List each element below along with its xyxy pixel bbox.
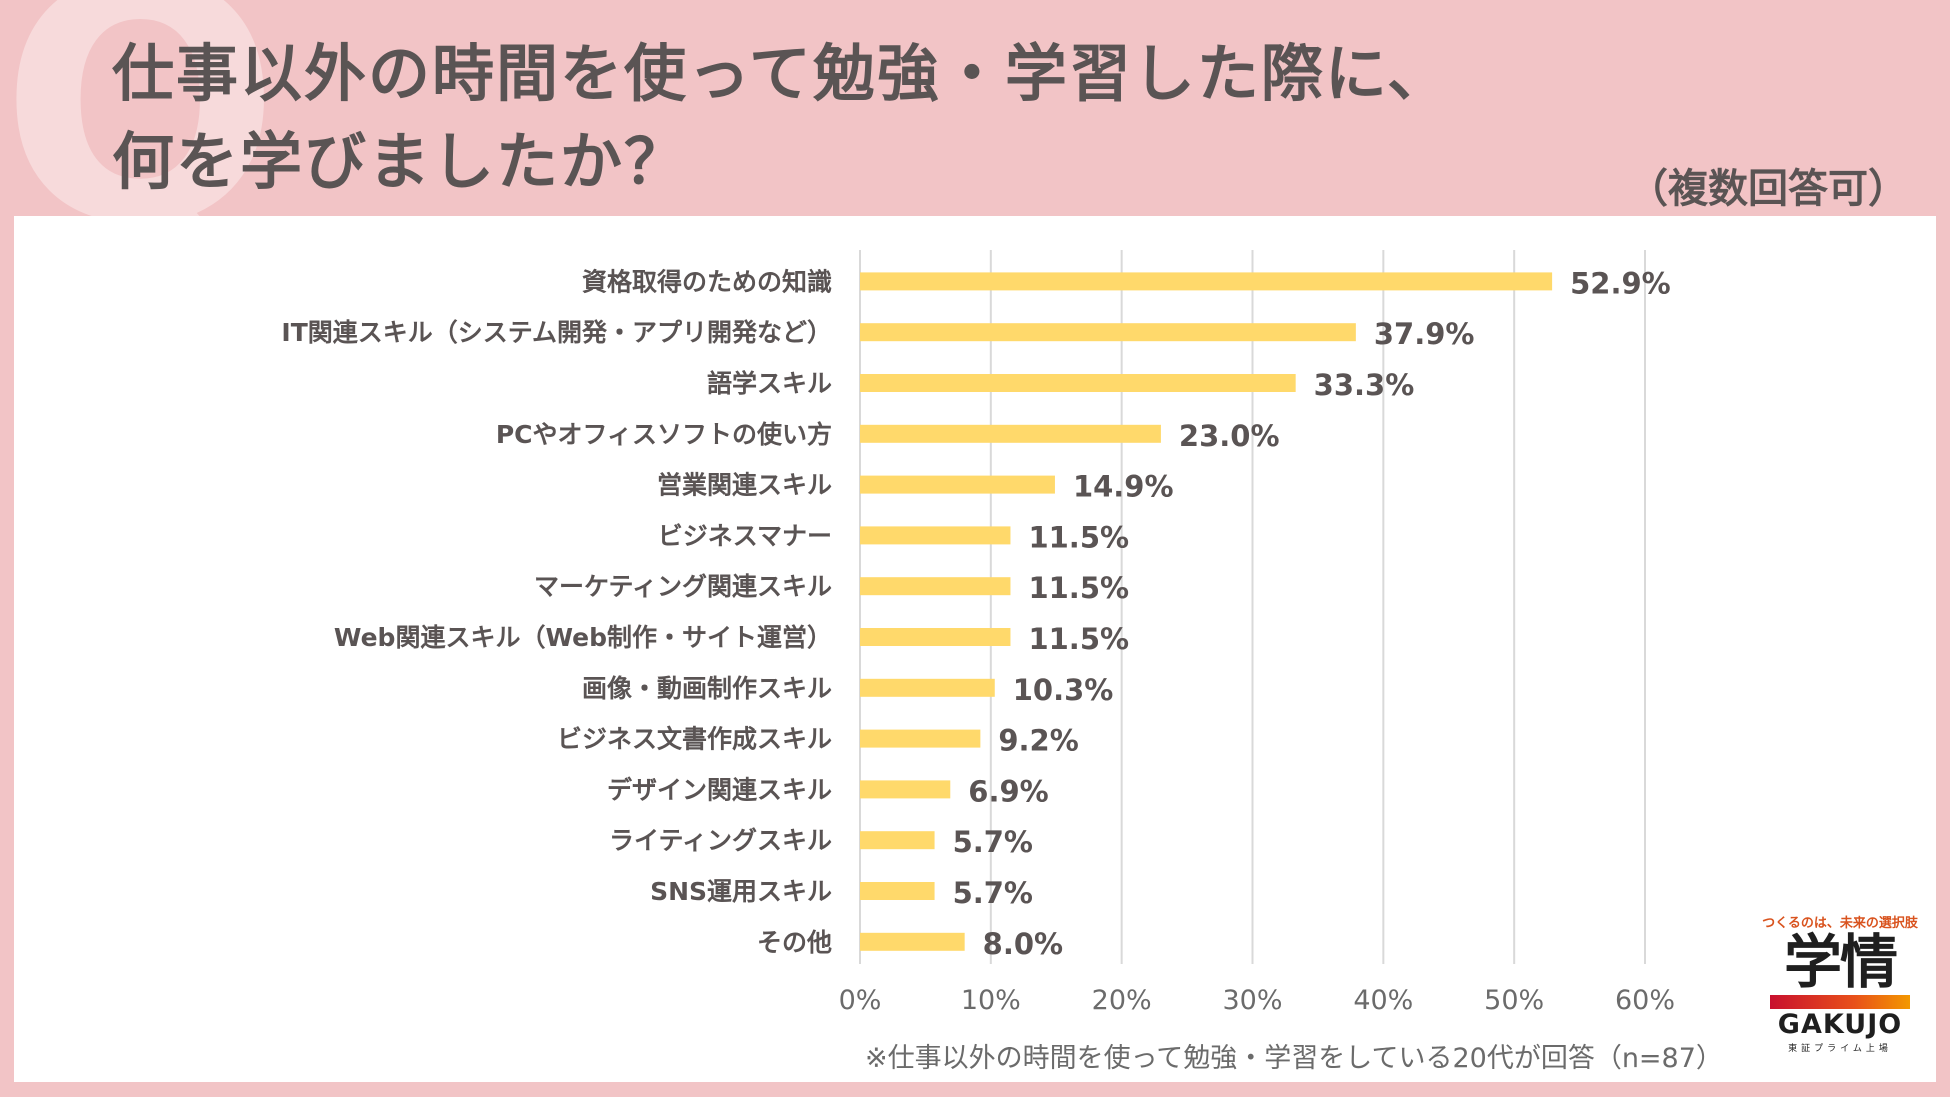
bar xyxy=(860,476,1055,494)
bar xyxy=(860,730,980,748)
bar xyxy=(860,882,935,900)
logo-color-bar xyxy=(1770,995,1910,1009)
logo-english: GAKUJO xyxy=(1762,1009,1918,1041)
respondent-note: ※仕事以外の時間を使って勉強・学習をしている20代が回答（n=87） xyxy=(865,1036,1723,1075)
category-label: PCやオフィスソフトの使い方 xyxy=(496,420,832,449)
x-tick-label: 20% xyxy=(1092,985,1152,1016)
bar xyxy=(860,425,1161,443)
category-label: 営業関連スキル xyxy=(657,471,832,500)
bar xyxy=(860,323,1356,341)
data-label: 5.7% xyxy=(953,876,1033,910)
category-label: IT関連スキル（システム開発・アプリ開発など） xyxy=(281,318,832,347)
data-label: 33.3% xyxy=(1314,368,1415,402)
category-label: その他 xyxy=(757,928,832,957)
data-label: 10.3% xyxy=(1013,673,1114,707)
category-label: Web関連スキル（Web制作・サイト運営） xyxy=(334,623,832,652)
x-tick-label: 50% xyxy=(1484,985,1544,1016)
multiple-answer-note: （複数回答可） xyxy=(1628,156,1908,214)
bar xyxy=(860,831,935,849)
category-label: ビジネスマナー xyxy=(658,521,832,550)
category-label: 資格取得のための知識 xyxy=(582,267,832,296)
category-label: ビジネス文書作成スキル xyxy=(557,725,832,754)
data-label: 8.0% xyxy=(983,927,1063,961)
x-tick-label: 0% xyxy=(839,985,882,1016)
title-line-1: 仕事以外の時間を使って勉強・学習した際に、 xyxy=(112,30,1451,118)
bar xyxy=(860,628,1010,646)
category-label: デザイン関連スキル xyxy=(607,775,832,804)
bar xyxy=(860,374,1296,392)
gakujo-logo: つくるのは、未来の選択肢 学情 GAKUJO 東証プライム上場 xyxy=(1762,912,1918,1054)
data-label: 11.5% xyxy=(1028,520,1129,554)
page-title: 仕事以外の時間を使って勉強・学習した際に、 何を学びましたか？ xyxy=(112,30,1451,206)
category-label: 語学スキル xyxy=(707,369,832,398)
title-line-2: 何を学びましたか？ xyxy=(112,118,1451,206)
x-tick-label: 10% xyxy=(961,985,1021,1016)
data-label: 11.5% xyxy=(1028,622,1129,656)
data-label: 6.9% xyxy=(968,774,1048,808)
bar xyxy=(860,577,1010,595)
data-label: 9.2% xyxy=(998,724,1078,758)
logo-listed: 東証プライム上場 xyxy=(1762,1041,1918,1054)
chart-panel: 0% 10% 20% 30% 40% 50% 60% 資格取得のための知識 52.9% IT関連ス… xyxy=(14,216,1936,1082)
bar xyxy=(860,526,1010,544)
x-tick-label: 30% xyxy=(1222,985,1282,1016)
bar xyxy=(860,933,965,951)
data-label: 5.7% xyxy=(953,825,1033,859)
category-label: SNS運用スキル xyxy=(650,877,832,906)
bar-chart: 0% 10% 20% 30% 40% 50% 60% 資格取得のための知識 52.9% IT関連ス… xyxy=(14,216,1936,1082)
bar xyxy=(860,679,995,697)
bar xyxy=(860,272,1552,290)
category-label: 画像・動画制作スキル xyxy=(582,674,832,703)
x-tick-label: 60% xyxy=(1615,985,1675,1016)
x-tick-label: 40% xyxy=(1353,985,1413,1016)
data-label: 37.9% xyxy=(1374,317,1475,351)
data-label: 23.0% xyxy=(1179,419,1280,453)
logo-mark: 学情 xyxy=(1762,931,1918,995)
category-label: ライティングスキル xyxy=(609,826,832,855)
bar xyxy=(860,780,950,798)
category-label: マーケティング関連スキル xyxy=(534,572,832,601)
data-label: 14.9% xyxy=(1073,470,1174,504)
data-label: 52.9% xyxy=(1570,266,1671,300)
data-label: 11.5% xyxy=(1028,571,1129,605)
